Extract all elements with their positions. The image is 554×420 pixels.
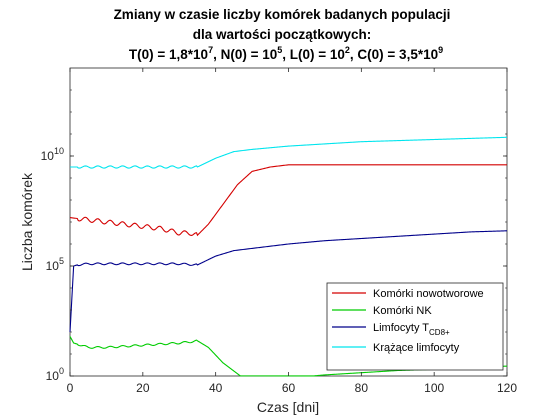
legend-label-circulating: Krążące limfocyty: [373, 342, 460, 354]
x-tick-label: 80: [355, 381, 369, 395]
title-line-1: Zmiany w czasie liczby komórek badanych …: [114, 7, 451, 22]
y-tick-label: 1010: [41, 146, 64, 163]
x-tick-label: 20: [136, 381, 150, 395]
title-line-3: T(0) = 1,8*107, N(0) = 105, L(0) = 102, …: [129, 45, 443, 62]
x-axis-label: Czas [dni]: [257, 399, 319, 415]
x-tick-label: 40: [209, 381, 223, 395]
series-circulating-line: [70, 136, 508, 169]
chart-title: Zmiany w czasie liczby komórek badanych …: [114, 7, 451, 62]
legend-label-tumor: Komórki nowotworowe: [373, 288, 484, 300]
legend-label-cd8: Limfocyty TCD8+: [373, 322, 450, 337]
series-tumor-line: [69, 164, 507, 237]
title-line-2: dla wartości początkowych:: [193, 27, 372, 42]
x-tick-label: 60: [282, 381, 296, 395]
legend-label-nk: Komórki NK: [373, 305, 432, 317]
y-axis-label: Liczba komórek: [19, 172, 35, 271]
x-tick-label: 120: [497, 381, 517, 395]
y-tick-label: 100: [46, 366, 64, 383]
x-tick-label: 0: [67, 381, 74, 395]
series-cd8-line: [69, 230, 508, 333]
y-tick-label: 105: [46, 256, 64, 273]
x-tick-label: 100: [424, 381, 444, 395]
legend: Komórki nowotworowe Komórki NK Limfocyty…: [326, 282, 504, 371]
tick-layer: 0 20 40 60 80 100 120 100 105 1010: [41, 68, 517, 395]
